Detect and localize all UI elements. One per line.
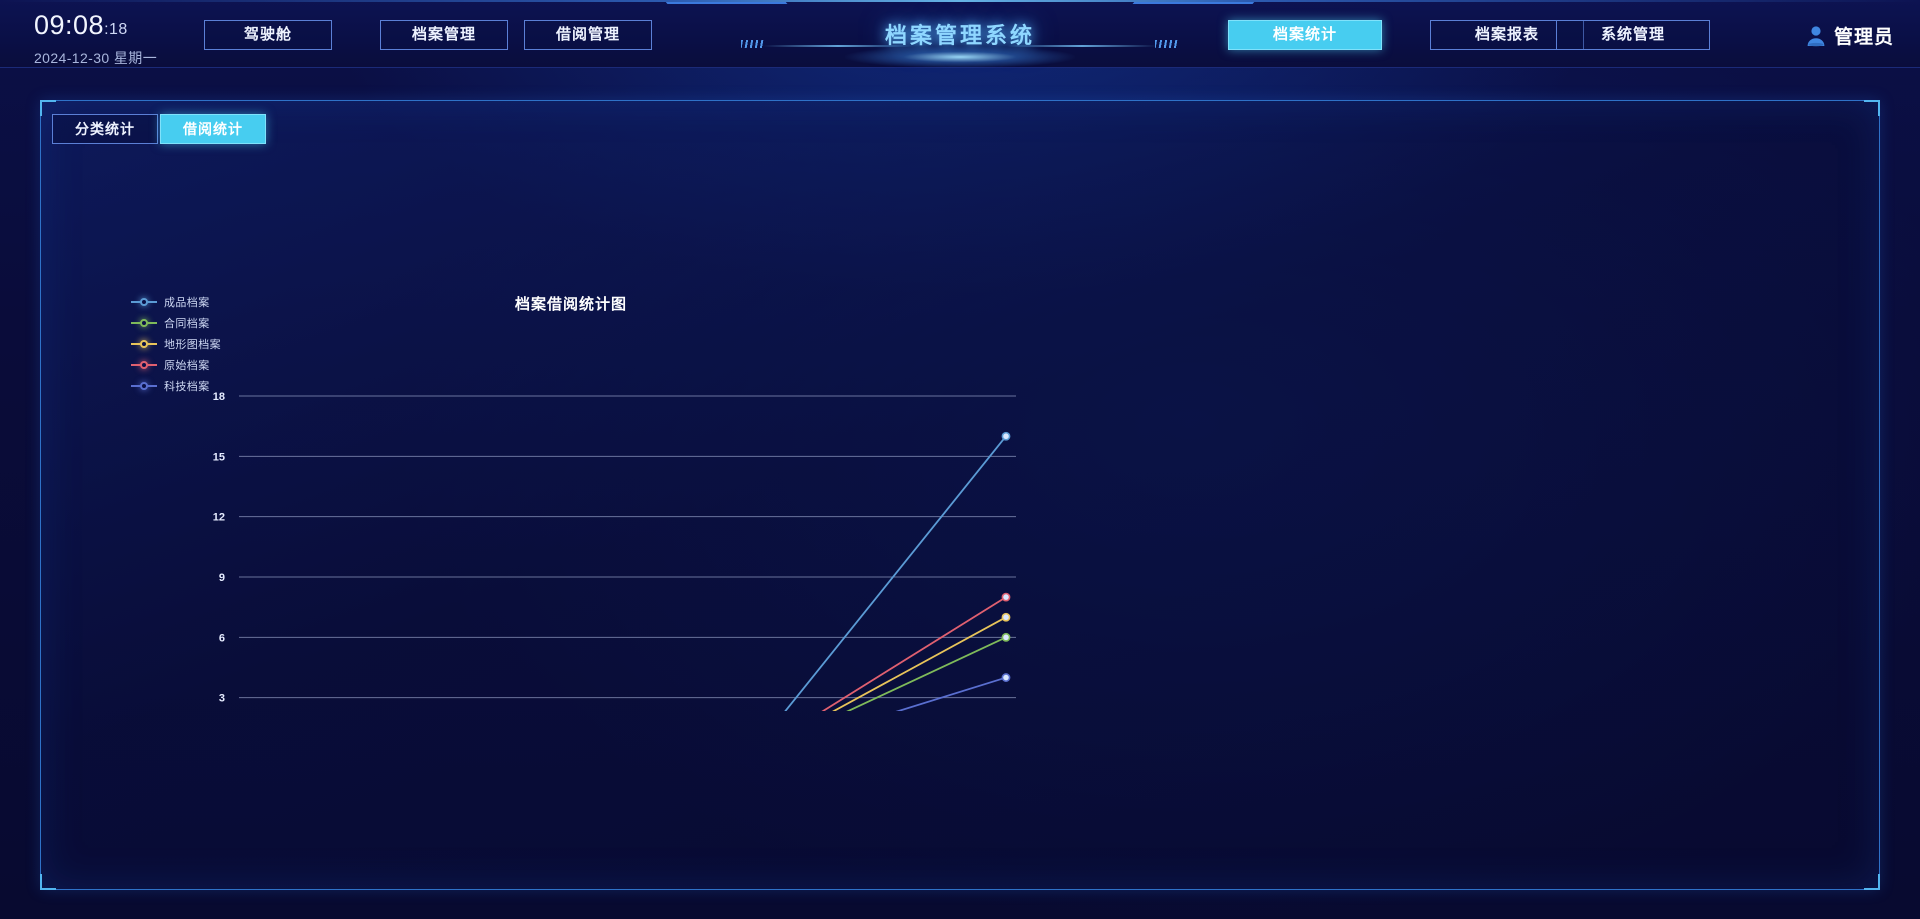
- legend-label: 科技档案: [164, 380, 210, 393]
- banner-hatch-right-icon: [1155, 40, 1179, 48]
- user-avatar-icon: [1806, 25, 1826, 47]
- legend-marker-icon: [131, 359, 157, 371]
- y-axis-tick-label: 12: [213, 512, 225, 524]
- legend-item[interactable]: 地形图档案: [131, 333, 221, 354]
- legend-label: 地形图档案: [164, 338, 221, 351]
- y-axis-tick-label: 18: [213, 391, 225, 403]
- statistics-tab-bar: 分类统计 借阅统计: [52, 114, 266, 144]
- chart-data-point[interactable]: [1001, 431, 1011, 441]
- chart-data-point[interactable]: [1001, 592, 1011, 602]
- chart-title: 档案借阅统计图: [514, 296, 627, 313]
- panel-corner-top-left: [40, 100, 56, 116]
- panel-corner-top-right: [1864, 100, 1880, 116]
- legend-item[interactable]: 科技档案: [131, 375, 221, 396]
- panel-corner-bottom-left: [40, 874, 56, 890]
- clock-time: 09:08:18: [34, 12, 214, 39]
- top-header-bar: 09:08:18 2024-12-30 星期一 驾驶舱 档案管理 借阅管理 档案…: [0, 0, 1920, 68]
- system-title: 档案管理系统: [884, 23, 1035, 48]
- chart-series-line: [832, 616, 1007, 711]
- banner-line-right: [1007, 45, 1157, 47]
- y-axis-tick-label: 9: [219, 572, 225, 584]
- nav-item-archive-statistics[interactable]: 档案统计: [1228, 20, 1382, 50]
- nav-item-system-management[interactable]: 系统管理: [1556, 20, 1710, 50]
- legend-label: 原始档案: [164, 359, 210, 372]
- chart-series-line: [784, 435, 1007, 711]
- nav-item-cockpit[interactable]: 驾驶舱: [204, 20, 332, 50]
- chart-plot-area: 36912151802020202120222023: [213, 391, 1016, 711]
- chart-data-point[interactable]: [1001, 632, 1011, 642]
- legend-marker-icon: [131, 338, 157, 350]
- clock-date: 2024-12-30 星期一: [34, 50, 158, 66]
- clock-widget: 09:08:18 2024-12-30 星期一: [34, 12, 214, 68]
- legend-marker-icon: [131, 317, 157, 329]
- legend-item[interactable]: 成品档案: [131, 291, 221, 312]
- legend-label: 成品档案: [164, 296, 210, 309]
- tab-borrow-statistics[interactable]: 借阅统计: [160, 114, 266, 144]
- y-axis-tick-label: 15: [213, 451, 225, 463]
- banner-glow: [845, 46, 1075, 68]
- legend-label: 合同档案: [164, 317, 210, 330]
- tab-category-statistics[interactable]: 分类统计: [52, 114, 158, 144]
- banner-hatch-left-icon: [741, 40, 765, 48]
- nav-item-archive-report[interactable]: 档案报表: [1430, 20, 1584, 50]
- chart-series-line: [821, 596, 1007, 711]
- clock-seconds: :18: [104, 21, 128, 38]
- legend-marker-icon: [131, 380, 157, 392]
- chart-series-line: [895, 676, 1007, 711]
- legend-item[interactable]: 原始档案: [131, 354, 221, 375]
- banner-line-left: [763, 45, 913, 47]
- legend-item[interactable]: 合同档案: [131, 312, 221, 333]
- chart-legend: 成品档案合同档案地形图档案原始档案科技档案: [131, 291, 221, 396]
- nav-item-archive-management[interactable]: 档案管理: [380, 20, 508, 50]
- clock-hhmm: 09:08: [34, 10, 105, 40]
- chart-series-line: [846, 636, 1007, 711]
- y-axis-tick-label: 6: [219, 632, 225, 644]
- content-panel: 分类统计 借阅统计 档案借阅统计图 成品档案 合同档案 地形图档案 原始档案 科技档案 …: [40, 100, 1880, 890]
- y-axis-tick-label: 3: [219, 693, 225, 705]
- legend-marker-icon: [131, 296, 157, 308]
- user-profile[interactable]: 管理员: [1806, 22, 1894, 49]
- user-name: 管理员: [1833, 27, 1894, 48]
- nav-item-borrow-management[interactable]: 借阅管理: [524, 20, 652, 50]
- chart-data-point[interactable]: [1001, 673, 1011, 682]
- chart-data-point[interactable]: [1001, 612, 1011, 622]
- panel-corner-bottom-right: [1864, 874, 1880, 890]
- system-title-banner: 档案管理系统: [665, 0, 1255, 68]
